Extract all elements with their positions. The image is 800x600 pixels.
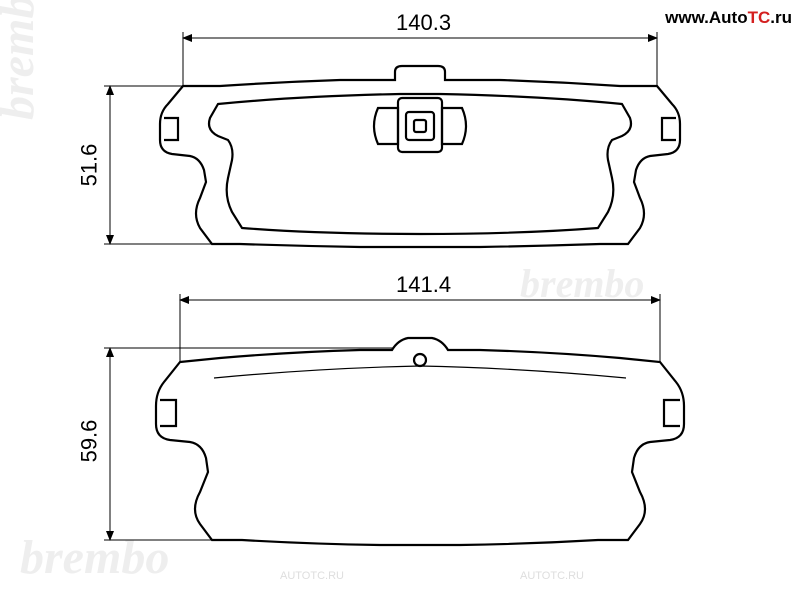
pad-bottom [156, 338, 684, 545]
technical-drawing [0, 0, 800, 600]
pad-top [160, 66, 680, 247]
